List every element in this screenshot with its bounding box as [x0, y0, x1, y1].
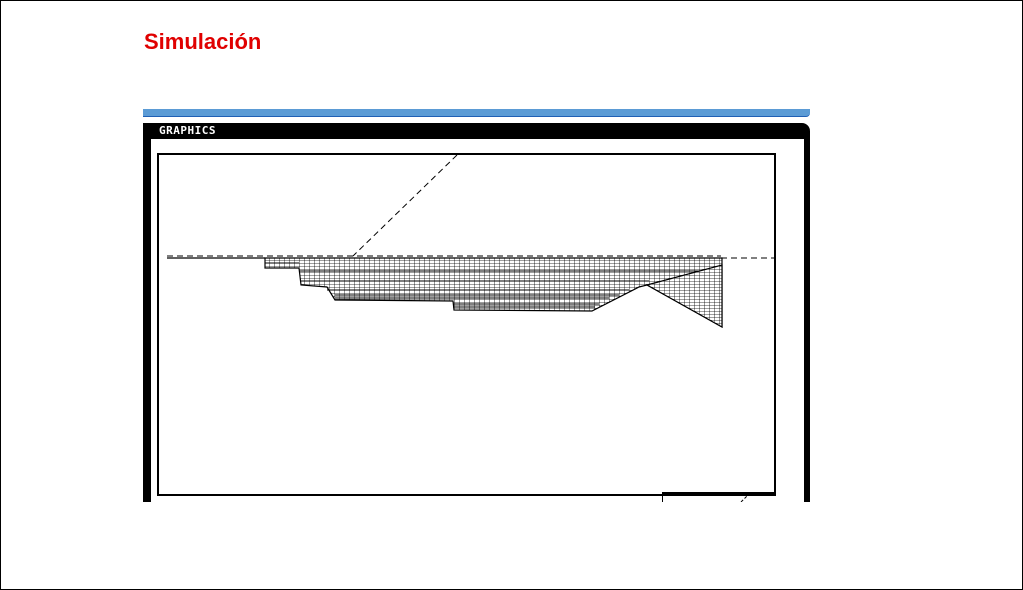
graphics-viewport[interactable]: [157, 153, 776, 496]
secondary-viewport-drawing: [740, 493, 750, 502]
window-top-accent-bar: [143, 109, 810, 117]
secondary-viewport-corner: [662, 492, 775, 502]
profile-step-lines: [265, 262, 719, 308]
right-triangle-section: [645, 264, 723, 329]
simulation-drawing: [167, 155, 774, 329]
stepped-profile-outline: [264, 257, 723, 329]
slide-title: Simulación: [144, 29, 262, 54]
inclined-dashed-line: [352, 155, 458, 257]
embedded-screenshot: GRAPHICS: [143, 106, 812, 502]
graphics-window-titlebar[interactable]: GRAPHICS: [151, 123, 806, 139]
graphics-window-title: GRAPHICS: [159, 124, 216, 137]
